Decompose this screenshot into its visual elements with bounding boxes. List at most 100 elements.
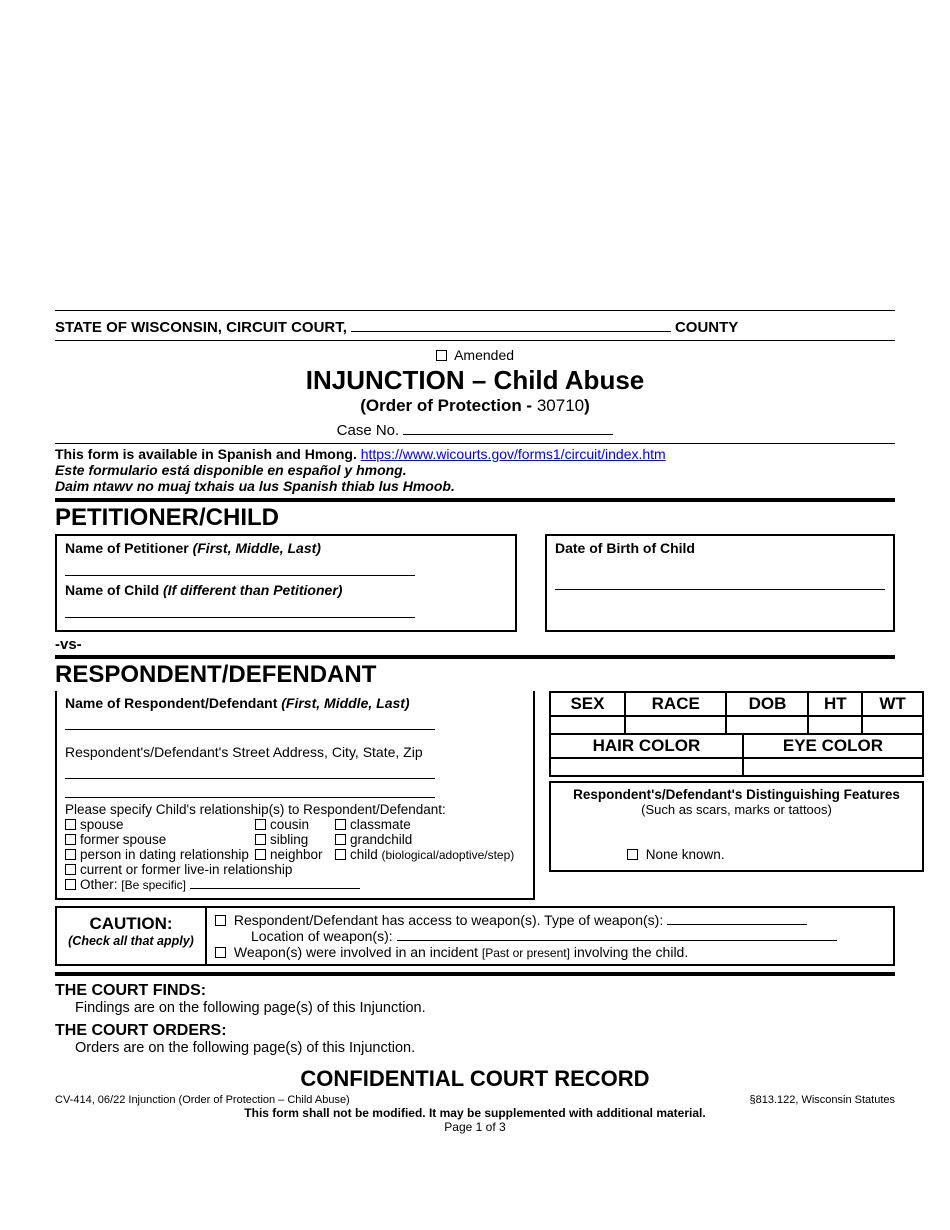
hdr-race: RACE [625, 692, 726, 716]
vs-label: -vs- [55, 636, 895, 653]
rel-child: child [350, 847, 382, 862]
caution-right: Respondent/Defendant has access to weapo… [207, 908, 893, 964]
cell-race[interactable] [625, 716, 726, 734]
rel-former-spouse: former spouse [80, 832, 166, 847]
info-table-1: SEX RACE DOB HT WT [549, 691, 924, 735]
caution-title: CAUTION: [61, 914, 201, 934]
caution-row: CAUTION: (Check all that apply) Responde… [55, 906, 895, 966]
cb-weapon-incident[interactable] [215, 947, 226, 958]
cell-hair[interactable] [550, 758, 743, 776]
cell-sex[interactable] [550, 716, 625, 734]
avail-link[interactable]: https://www.wicourts.gov/forms1/circuit/… [361, 446, 666, 462]
case-no-blank[interactable] [403, 434, 613, 435]
orders-block: THE COURT ORDERS: Orders are on the foll… [55, 1022, 895, 1056]
info-table-2: HAIR COLOR EYE COLOR [549, 733, 924, 777]
finds-rule [55, 972, 895, 976]
respondent-section-title: RESPONDENT/DEFENDANT [55, 661, 895, 689]
rel-neighbor: neighbor [270, 847, 323, 862]
cell-eye[interactable] [743, 758, 923, 776]
weapon-incident-a: Weapon(s) were involved in an incident [234, 944, 482, 960]
weapon-loc-blank[interactable] [397, 940, 837, 941]
cb-dating[interactable] [65, 849, 76, 860]
hdr-hair: HAIR COLOR [550, 734, 743, 758]
form-title: INJUNCTION – Child Abuse [55, 365, 895, 396]
resp-addr-blank-2[interactable] [65, 783, 435, 798]
petitioner-name-hint: (First, Middle, Last) [193, 540, 321, 556]
rel-cousin: cousin [270, 817, 309, 832]
footer-center: This form shall not be modified. It may … [55, 1106, 895, 1120]
case-no-row: Case No. [55, 422, 895, 439]
subtitle-suffix: ) [584, 396, 590, 415]
cb-grandchild[interactable] [335, 834, 346, 845]
cell-dob[interactable] [726, 716, 808, 734]
avail-line3: Daim ntawv no muaj txhais ua lus Spanish… [55, 478, 455, 494]
footer: CV-414, 06/22 Injunction (Order of Prote… [55, 1094, 895, 1134]
features-sub: (Such as scars, marks or tattoos) [557, 802, 916, 817]
rel-livein: current or former live-in relationship [80, 862, 292, 877]
resp-name-blank[interactable] [65, 715, 435, 730]
child-dob-box: Date of Birth of Child [545, 534, 895, 632]
none-known-label: None known. [646, 847, 725, 862]
relationship-block: Please specify Child's relationship(s) t… [65, 802, 525, 892]
court-header-line: STATE OF WISCONSIN, CIRCUIT COURT, COUNT… [55, 317, 895, 336]
resp-addr-label: Respondent's/Defendant's Street Address,… [65, 744, 423, 760]
amended-checkbox[interactable] [436, 350, 447, 361]
footer-right: §813.122, Wisconsin Statutes [749, 1094, 895, 1106]
child-name-label: Name of Child [65, 582, 163, 598]
cb-former-spouse[interactable] [65, 834, 76, 845]
amended-label: Amended [454, 347, 514, 363]
cell-wt[interactable] [862, 716, 923, 734]
rel-other-sub: [Be specific] [121, 878, 186, 892]
weapon-loc-label: Location of weapon(s): [251, 928, 397, 944]
respondent-right: SEX RACE DOB HT WT HAIR COLOR EYE COLOR [549, 691, 924, 872]
header-rule-2 [55, 340, 895, 341]
child-name-hint: (If different than Petitioner) [163, 582, 342, 598]
respondent-left-box: Name of Respondent/Defendant (First, Mid… [55, 691, 535, 900]
footer-left: CV-414, 06/22 Injunction (Order of Prote… [55, 1094, 350, 1106]
child-dob-blank[interactable] [555, 574, 885, 590]
avail-rule-top [55, 443, 895, 444]
top-blank-area [55, 40, 895, 310]
other-blank[interactable] [190, 888, 360, 889]
resp-addr-blank-1[interactable] [65, 764, 435, 779]
cb-livein[interactable] [65, 864, 76, 875]
resp-name-label: Name of Respondent/Defendant [65, 695, 281, 711]
cb-weapon-access[interactable] [215, 915, 226, 926]
rel-sibling: sibling [270, 832, 308, 847]
orders-text: Orders are on the following page(s) of t… [75, 1040, 895, 1056]
petitioner-name-blank[interactable] [65, 560, 415, 576]
footer-page: Page 1 of 3 [55, 1120, 895, 1134]
hdr-dob: DOB [726, 692, 808, 716]
avail-line2: Este formulario está disponible en españ… [55, 462, 407, 478]
weapon-access-label: Respondent/Defendant has access to weapo… [234, 912, 667, 928]
cb-none-known[interactable] [627, 849, 638, 860]
cb-neighbor[interactable] [255, 849, 266, 860]
child-dob-label: Date of Birth of Child [555, 540, 695, 556]
hdr-wt: WT [862, 692, 923, 716]
rel-grandchild: grandchild [350, 832, 412, 847]
header-rule [55, 310, 895, 311]
cb-spouse[interactable] [65, 819, 76, 830]
rel-classmate: classmate [350, 817, 411, 832]
subtitle-code: 30710 [537, 396, 584, 415]
subtitle-prefix: (Order of Protection - [360, 396, 537, 415]
weapon-type-blank[interactable] [667, 924, 807, 925]
cb-cousin[interactable] [255, 819, 266, 830]
cb-child[interactable] [335, 849, 346, 860]
cb-classmate[interactable] [335, 819, 346, 830]
form-subtitle: (Order of Protection - 30710) [55, 396, 895, 416]
finds-title: THE COURT FINDS: [55, 982, 895, 1000]
rel-other: Other: [80, 877, 121, 892]
child-name-blank[interactable] [65, 602, 415, 618]
petitioner-section-title: PETITIONER/CHILD [55, 504, 895, 532]
hdr-sex: SEX [550, 692, 625, 716]
cb-other[interactable] [65, 879, 76, 890]
cb-sibling[interactable] [255, 834, 266, 845]
respondent-row: Name of Respondent/Defendant (First, Mid… [55, 691, 895, 900]
county-blank[interactable] [351, 317, 671, 332]
petitioner-rule [55, 498, 895, 502]
county-label: COUNTY [675, 319, 738, 336]
respondent-rule [55, 655, 895, 659]
rel-spouse: spouse [80, 817, 124, 832]
cell-ht[interactable] [808, 716, 862, 734]
